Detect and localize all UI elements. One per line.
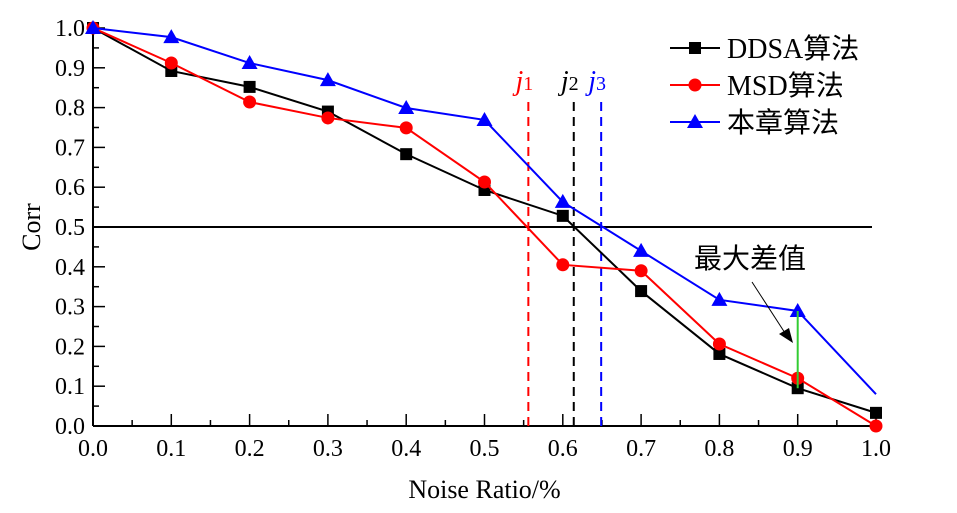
x-tick-label: 0.3 bbox=[313, 436, 343, 462]
data-point bbox=[712, 337, 726, 351]
y-tick-label: 0.6 bbox=[55, 175, 85, 201]
y-tick-label: 0.8 bbox=[55, 96, 85, 122]
data-point bbox=[399, 121, 413, 135]
marker-label-main: j bbox=[512, 66, 523, 97]
max-diff-arrow bbox=[751, 281, 786, 334]
data-point bbox=[556, 209, 569, 222]
legend-label: MSD算法 bbox=[727, 70, 844, 102]
vertical-marker-label: j1 bbox=[512, 66, 533, 97]
data-point bbox=[556, 258, 570, 272]
y-tick-label: 0.4 bbox=[55, 255, 85, 281]
max-diff-label: 最大差值 bbox=[694, 243, 806, 275]
data-point bbox=[711, 291, 728, 306]
arrow-head-icon bbox=[779, 328, 793, 343]
y-tick-label: 0.7 bbox=[55, 135, 85, 161]
data-point bbox=[319, 72, 336, 87]
x-tick-label: 1.0 bbox=[861, 436, 891, 462]
y-tick-label: 0.3 bbox=[55, 295, 85, 321]
x-tick-label: 0.1 bbox=[156, 436, 186, 462]
data-point bbox=[241, 55, 258, 70]
x-tick-label: 0.4 bbox=[391, 436, 421, 462]
y-tick-label: 0.2 bbox=[55, 334, 85, 360]
data-point bbox=[635, 285, 648, 298]
x-tick-label: 0.8 bbox=[704, 436, 734, 462]
vertical-marker-label: j3 bbox=[585, 66, 606, 97]
data-point bbox=[554, 193, 571, 208]
data-point bbox=[789, 302, 806, 317]
x-axis-label: Noise Ratio/% bbox=[408, 475, 560, 504]
marker-label-sub: 2 bbox=[569, 73, 579, 95]
y-axis-label: Corr bbox=[17, 203, 46, 251]
legend-label: 本章算法 bbox=[727, 107, 839, 139]
data-point bbox=[398, 99, 415, 114]
data-point bbox=[85, 20, 101, 34]
legend-marker bbox=[687, 114, 703, 128]
marker-label-main: j bbox=[585, 66, 596, 97]
data-point bbox=[243, 80, 256, 93]
x-tick-label: 0.6 bbox=[548, 436, 578, 462]
data-point bbox=[400, 148, 413, 161]
legend-marker bbox=[688, 78, 702, 92]
marker-label-sub: 1 bbox=[523, 73, 533, 95]
y-tick-label: 0.5 bbox=[55, 215, 85, 241]
data-point bbox=[164, 56, 178, 70]
data-point bbox=[634, 264, 648, 278]
x-tick-label: 0.2 bbox=[235, 436, 265, 462]
legend-label: DDSA算法 bbox=[727, 33, 859, 65]
x-tick-label: 0.9 bbox=[783, 436, 813, 462]
x-tick-label: 0.5 bbox=[470, 436, 500, 462]
data-point bbox=[713, 347, 726, 360]
data-point bbox=[478, 175, 491, 189]
data-point bbox=[633, 242, 650, 257]
legend-marker bbox=[689, 42, 701, 54]
y-tick-label: 0.9 bbox=[55, 56, 85, 82]
x-tick-label: 0.0 bbox=[78, 436, 108, 462]
data-point bbox=[869, 419, 883, 433]
data-point bbox=[870, 406, 882, 419]
x-tick-label: 0.7 bbox=[626, 436, 656, 462]
y-tick-label: 0.0 bbox=[55, 414, 85, 440]
marker-label-main: j bbox=[558, 66, 569, 97]
vertical-marker-label: j2 bbox=[558, 66, 579, 97]
data-point bbox=[243, 95, 257, 109]
data-point bbox=[476, 111, 493, 126]
data-point bbox=[321, 111, 335, 125]
marker-label-sub: 3 bbox=[596, 73, 606, 95]
data-point bbox=[163, 29, 180, 44]
y-tick-label: 0.1 bbox=[55, 374, 85, 400]
y-tick-label: 1.0 bbox=[55, 16, 85, 42]
